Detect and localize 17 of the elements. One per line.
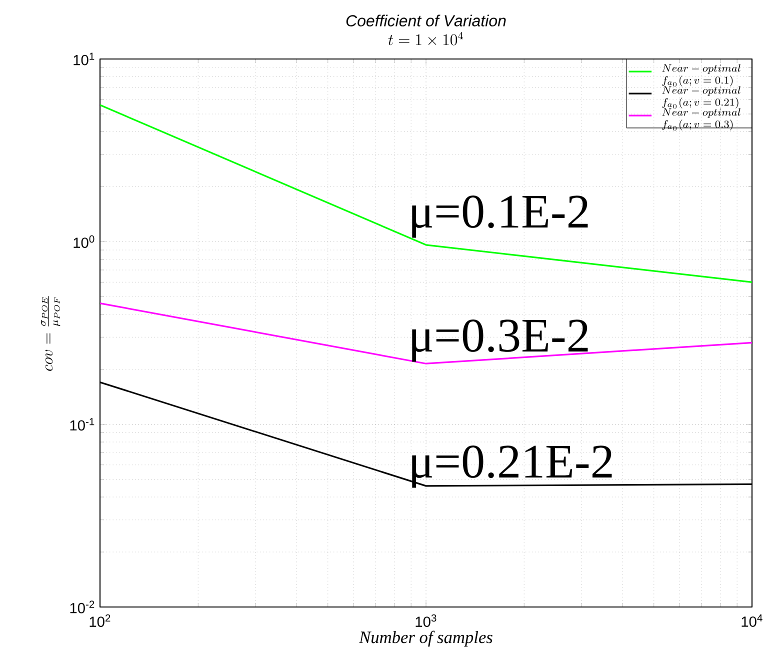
chart-title: Coefficient of Variation [346,14,506,26]
annotation: μ=0.3E-2 [412,320,588,362]
y-tick-label: 10$^{-2}$ [70,600,94,614]
y-tick-label: 10$^{1}$ [74,52,94,66]
legend-label: $\begin{array}{l}Near-optimal\\ f_{a_0}(a;v=0.3)\end{array}$ [662,108,740,131]
y-tick-label: 10$^{0}$ [74,235,94,248]
y-tick-label: 10$^{-1}$ [70,418,94,431]
x-tick-label: 10$^{3}$ [416,614,436,627]
legend-label: $\begin{array}{l}Near-optimal\\ f_{a_0}(a;v=0.21)\end{array}$ [662,86,740,109]
annotation: μ=0.1E-2 [412,196,588,238]
x-tick-label: 10$^{4}$ [742,614,762,627]
annotation: μ=0.21E-2 [412,446,612,488]
legend-label: $\begin{array}{l}Near-optimal\\ f_{a_0}(a;v=0.1)\end{array}$ [662,64,740,87]
chart-subtitle: $t = 1 \times 10^{4}$ [388,32,464,46]
y-axis-title: $cov = \frac{\sigma_{POE}}{\mu_{POF}}$ [41,296,60,371]
x-axis-title: Number of samples [358,630,492,647]
x-tick-label: 10$^{2}$ [90,614,110,627]
